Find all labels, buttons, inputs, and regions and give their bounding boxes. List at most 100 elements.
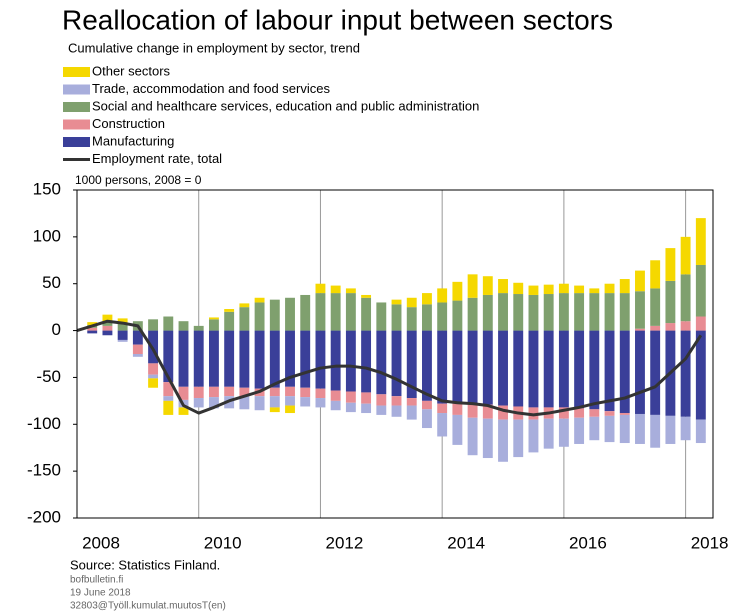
- bar: [132, 344, 143, 354]
- bar: [665, 323, 676, 331]
- bar: [558, 418, 569, 447]
- bar: [498, 419, 508, 462]
- bar: [543, 418, 554, 449]
- bar: [345, 288, 356, 294]
- bar: [498, 293, 508, 331]
- bar: [239, 396, 250, 410]
- bar: [269, 299, 280, 331]
- bar: [102, 314, 113, 322]
- legend-swatch: [63, 137, 90, 147]
- bar: [635, 328, 645, 331]
- bar: [315, 330, 326, 389]
- bar: [574, 408, 585, 418]
- bar: [361, 330, 372, 393]
- bar: [467, 274, 478, 298]
- x-tick-label: 2016: [569, 533, 607, 552]
- bar: [345, 293, 356, 331]
- bar: [391, 299, 402, 305]
- bar: [361, 392, 372, 404]
- bar: [148, 363, 159, 375]
- bar: [300, 387, 311, 398]
- bar: [452, 414, 463, 445]
- bar: [117, 318, 128, 324]
- bar: [467, 297, 478, 331]
- bar: [589, 416, 600, 441]
- bar: [558, 283, 569, 294]
- bar: [148, 378, 159, 388]
- bar: [482, 294, 493, 331]
- y-tick-label: -50: [36, 367, 61, 386]
- bar: [467, 403, 478, 418]
- bar: [285, 386, 295, 397]
- bar: [239, 330, 250, 388]
- bar: [574, 285, 585, 294]
- y-tick-label: 150: [33, 179, 61, 198]
- source: Source: Statistics Finland.: [70, 557, 220, 572]
- bar: [285, 396, 295, 406]
- bar: [680, 321, 691, 331]
- bar: [635, 330, 645, 414]
- bar: [650, 260, 661, 289]
- bar: [695, 218, 706, 265]
- legend-label: Trade, accommodation and food services: [92, 81, 330, 96]
- bar: [619, 330, 630, 414]
- plot-frame: [76, 189, 714, 519]
- bar: [224, 330, 235, 387]
- bar: [574, 330, 585, 409]
- bar: [604, 415, 615, 443]
- bar: [482, 330, 493, 405]
- bar: [254, 330, 265, 389]
- chart-title: Reallocation of labour input between sec…: [62, 4, 613, 35]
- bar: [665, 280, 676, 324]
- bar: [300, 397, 311, 407]
- bar: [695, 419, 706, 444]
- bar: [452, 403, 463, 415]
- bar: [650, 330, 661, 415]
- bar: [254, 302, 265, 331]
- bar: [315, 283, 326, 294]
- y-tick-label: -200: [27, 507, 61, 526]
- y-tick-label: 50: [42, 273, 61, 292]
- bar: [117, 330, 128, 340]
- bar: [87, 322, 98, 325]
- bar: [437, 403, 448, 414]
- bar: [665, 415, 676, 444]
- bar: [224, 386, 235, 397]
- bar: [330, 390, 341, 401]
- bar: [665, 248, 676, 281]
- bar: [528, 330, 539, 408]
- bar: [193, 386, 204, 399]
- bar: [619, 414, 630, 444]
- bar: [543, 330, 554, 408]
- bar: [391, 330, 402, 397]
- bar: [604, 283, 615, 294]
- bar: [163, 330, 174, 383]
- bar: [589, 288, 600, 294]
- bar: [406, 330, 417, 399]
- bar: [102, 330, 113, 336]
- bar: [361, 294, 372, 298]
- bar: [239, 303, 250, 308]
- bar: [178, 407, 189, 415]
- bar: [437, 288, 448, 303]
- bar: [695, 330, 706, 420]
- bar: [285, 405, 295, 414]
- bar: [361, 297, 372, 331]
- x-tick-label: 2014: [447, 533, 485, 552]
- bar: [345, 330, 356, 392]
- bar: [650, 325, 661, 331]
- bar: [619, 413, 630, 415]
- bar: [406, 398, 417, 406]
- bar: [193, 330, 204, 387]
- bar: [102, 321, 113, 326]
- bar: [391, 405, 402, 417]
- bar: [574, 293, 585, 331]
- bar: [528, 294, 539, 331]
- bar: [482, 276, 493, 295]
- bar: [498, 279, 508, 294]
- legend-label: Social and healthcare services, educatio…: [92, 98, 479, 113]
- bar: [178, 321, 189, 331]
- bar: [376, 405, 387, 415]
- bar: [558, 330, 569, 408]
